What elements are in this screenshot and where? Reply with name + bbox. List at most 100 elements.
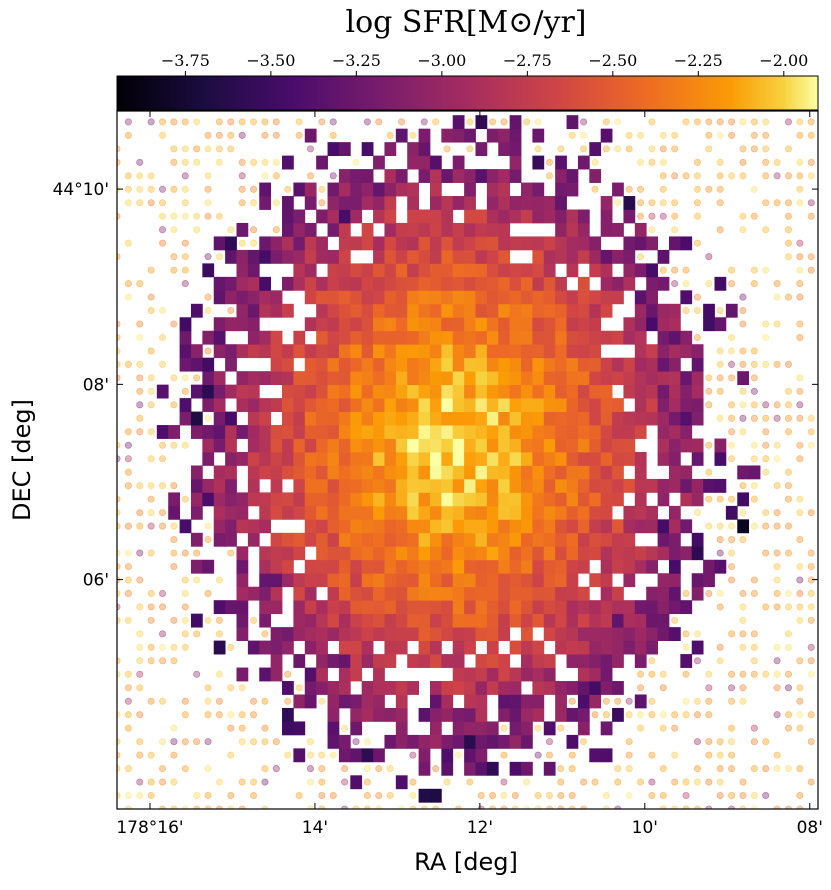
heatmap-cell	[429, 613, 442, 628]
heatmap-cell	[338, 451, 351, 466]
heatmap-cell	[634, 492, 647, 507]
colorbar-tick-label: −2.50	[588, 51, 637, 70]
heatmap-cell	[327, 303, 340, 318]
heatmap-cell	[190, 478, 203, 493]
heatmap-cell	[532, 586, 545, 601]
faint-point	[181, 643, 189, 651]
heatmap-cell	[395, 478, 408, 493]
faint-point	[204, 185, 212, 193]
faint-point	[750, 455, 758, 463]
heatmap-cell	[509, 303, 522, 318]
faint-point	[204, 791, 212, 800]
heatmap-cell	[429, 330, 442, 345]
heatmap-cell	[327, 707, 340, 722]
faint-point	[227, 791, 235, 800]
heatmap-cell	[190, 465, 203, 480]
faint-point	[170, 522, 178, 530]
faint-point	[136, 791, 144, 800]
heatmap-cell	[282, 465, 294, 480]
y-tick-label: 08'	[83, 375, 109, 395]
heatmap-cell	[543, 196, 556, 210]
heatmap-cell	[441, 384, 454, 399]
faint-point	[352, 738, 360, 746]
faint-point	[602, 697, 610, 705]
heatmap-cell	[612, 222, 624, 237]
faint-point	[158, 697, 167, 705]
heatmap-cell	[361, 182, 374, 197]
heatmap-cell	[304, 627, 317, 642]
heatmap-cell	[418, 236, 431, 251]
heatmap-cell	[429, 694, 442, 709]
heatmap-cell	[304, 357, 317, 372]
faint-point	[728, 562, 736, 571]
heatmap-cell	[452, 573, 465, 588]
heatmap-cell	[464, 317, 476, 332]
heatmap-cell	[577, 317, 590, 332]
heatmap-cell	[521, 505, 533, 520]
heatmap-cell	[475, 600, 488, 615]
faint-point	[784, 401, 793, 409]
heatmap-cell	[316, 627, 328, 642]
faint-point	[784, 589, 793, 597]
heatmap-cell	[486, 196, 499, 210]
heatmap-cell	[316, 438, 328, 453]
faint-point	[181, 185, 189, 193]
heatmap-cell	[498, 182, 511, 197]
heatmap-cell	[213, 317, 226, 332]
heatmap-cell	[646, 600, 658, 615]
heatmap-cell	[646, 505, 658, 520]
heatmap-cell	[464, 532, 476, 547]
faint-point	[773, 657, 781, 665]
heatmap-cell	[486, 371, 499, 386]
faint-point	[181, 145, 189, 153]
heatmap-cell	[202, 492, 215, 507]
heatmap-cell	[452, 371, 465, 386]
faint-point	[193, 226, 201, 234]
faint-point	[784, 724, 793, 732]
faint-point	[739, 347, 747, 355]
heatmap-cell	[190, 505, 203, 520]
heatmap-cell	[373, 438, 385, 453]
heatmap-cell	[441, 209, 454, 224]
heatmap-cell	[623, 357, 636, 372]
heatmap-cell	[555, 357, 567, 372]
faint-point	[784, 199, 793, 207]
faint-point	[158, 738, 167, 746]
heatmap-cell	[282, 276, 294, 291]
heatmap-cell	[521, 667, 533, 682]
faint-point	[671, 212, 679, 220]
heatmap-cell	[213, 519, 226, 534]
faint-point	[728, 724, 736, 732]
faint-point	[545, 158, 554, 166]
faint-point	[170, 562, 178, 571]
faint-point	[739, 697, 747, 705]
faint-point	[784, 603, 793, 611]
faint-point	[705, 145, 713, 153]
heatmap-cell	[327, 573, 340, 588]
heatmap-cell	[327, 586, 340, 601]
heatmap-cell	[338, 478, 351, 493]
heatmap-cell	[691, 640, 704, 655]
heatmap-cell	[418, 734, 431, 749]
faint-point	[796, 536, 804, 544]
faint-point	[739, 428, 747, 436]
heatmap-cell	[429, 586, 442, 601]
heatmap-cell	[452, 290, 465, 305]
faint-point	[181, 212, 189, 220]
faint-point	[170, 738, 178, 746]
faint-point	[158, 657, 167, 665]
faint-point	[636, 711, 645, 719]
heatmap-cell	[236, 600, 249, 615]
heatmap-cell	[703, 573, 715, 588]
heatmap-cell	[407, 290, 419, 305]
heatmap-cell	[384, 505, 397, 520]
heatmap-cell	[202, 478, 215, 493]
heatmap-cell	[407, 276, 419, 291]
faint-point	[796, 253, 804, 261]
faint-point	[773, 199, 781, 207]
faint-point	[181, 589, 189, 597]
faint-point	[671, 280, 679, 288]
faint-point	[193, 576, 201, 584]
heatmap-cell	[498, 573, 511, 588]
faint-point	[762, 401, 770, 409]
